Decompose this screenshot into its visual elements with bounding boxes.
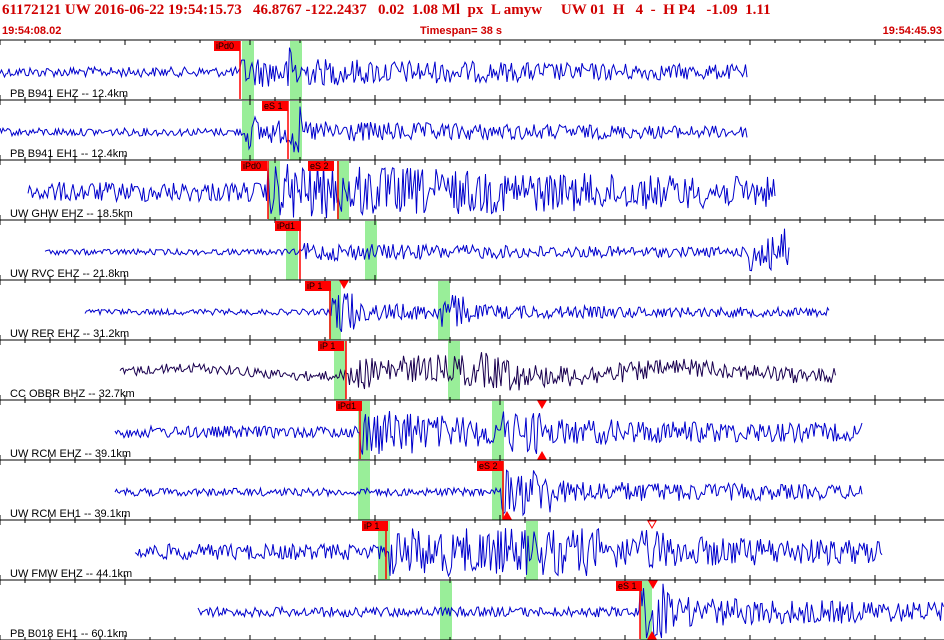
- pick-flag: [616, 581, 642, 591]
- pick-marker: [339, 280, 349, 290]
- pick-marker: [648, 580, 658, 590]
- station-label: UW RVC EHZ -- 21.8km: [10, 268, 129, 280]
- event-title: 61172121 UW 2016-06-22 19:54:15.73 46.87…: [2, 2, 771, 18]
- pick-label: eS 1: [264, 101, 283, 111]
- pick-label: eS 2: [310, 161, 329, 171]
- station-label: UW RCM EHZ -- 39.1km: [10, 448, 131, 460]
- waveform-trace: [114, 469, 863, 517]
- pick-flag: [318, 341, 344, 351]
- pick-flag: [262, 101, 288, 111]
- station-label: UW FMW EHZ -- 44.1km: [10, 568, 132, 580]
- pick-flag: [308, 161, 334, 171]
- pick-window: [365, 221, 377, 280]
- pick-flag: [214, 41, 240, 51]
- station-label: PB B941 EH1 -- 12.4km: [10, 148, 127, 160]
- start-time: 19:54:08.02: [2, 25, 62, 37]
- waveform-trace: [0, 47, 748, 87]
- station-label: CC OBBR BHZ -- 32.7km: [10, 388, 135, 400]
- station-label: PB B018 EH1 -- 60.1km: [10, 628, 127, 640]
- waveform-trace: [119, 352, 836, 391]
- waveform-trace: [114, 410, 863, 455]
- waveform-trace: [44, 228, 790, 272]
- station-label: UW RCM EH1 -- 39.1km: [10, 508, 130, 520]
- station-label: UW RER EHZ -- 31.2km: [10, 328, 129, 340]
- pick-label: iPd1: [338, 401, 356, 411]
- pick-window: [337, 161, 349, 220]
- pick-flag: [336, 401, 362, 411]
- pick-marker: [537, 450, 547, 460]
- pick-flag: [275, 221, 301, 231]
- waveform-trace: [27, 163, 776, 219]
- pick-label: eS 1: [618, 581, 637, 591]
- pick-label: iP 1: [320, 341, 335, 351]
- pick-label: eS 2: [479, 461, 498, 471]
- pick-label: iPd1: [277, 221, 295, 231]
- pick-window: [242, 41, 254, 100]
- timespan-label: Timespan= 38 s: [420, 25, 503, 37]
- pick-window: [492, 461, 504, 520]
- waveform-trace: [84, 293, 830, 333]
- pick-window: [492, 401, 504, 460]
- station-label: UW GHW EHZ -- 18.5km: [10, 208, 133, 220]
- pick-window: [378, 521, 390, 580]
- pick-label: iPd0: [216, 41, 234, 51]
- pick-flag: [362, 521, 388, 531]
- pick-label: iPd0: [243, 161, 261, 171]
- waveform-trace: [134, 527, 883, 578]
- pick-flag: [305, 281, 331, 291]
- pick-flag: [477, 461, 503, 471]
- header: 61172121 UW 2016-06-22 19:54:15.73 46.87…: [0, 0, 944, 40]
- pick-marker: [647, 520, 657, 530]
- waveform-trace: [0, 106, 748, 153]
- station-label: PB B941 EHZ -- 12.4km: [10, 88, 128, 100]
- pick-marker: [647, 630, 657, 640]
- pick-marker: [537, 400, 547, 410]
- waveform-trace: [197, 583, 944, 639]
- pick-label: iP 1: [307, 281, 322, 291]
- end-time: 19:54:45.93: [882, 25, 942, 37]
- pick-label: iP 1: [364, 521, 379, 531]
- pick-window: [438, 281, 450, 340]
- pick-marker: [502, 510, 512, 520]
- pick-flag: [241, 161, 267, 171]
